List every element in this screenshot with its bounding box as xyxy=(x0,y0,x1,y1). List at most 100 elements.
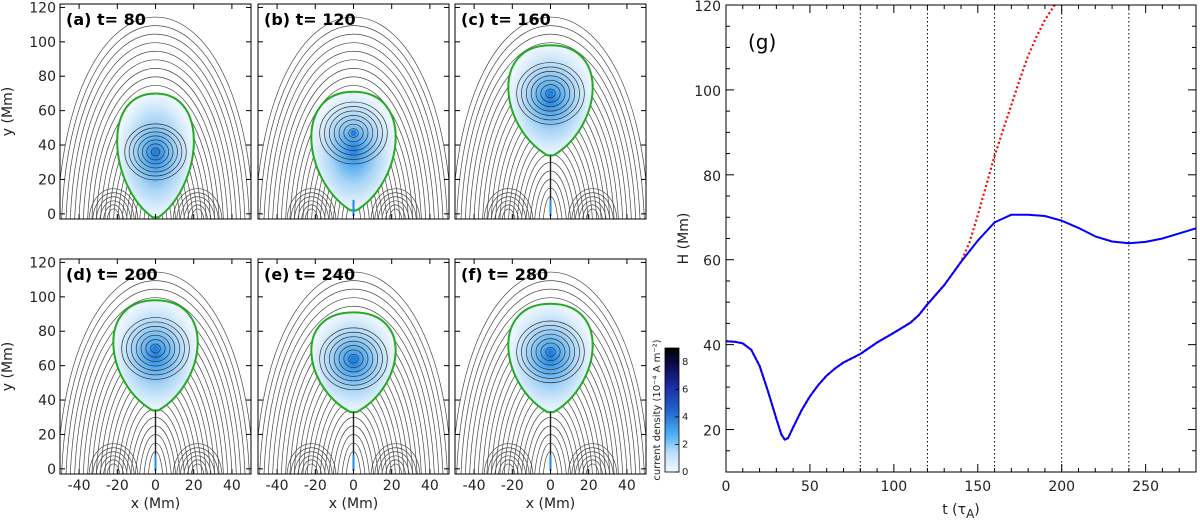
x-tick-label: 20 xyxy=(580,478,598,494)
field-line xyxy=(276,59,431,219)
x-axis-title: x (Mm) xyxy=(329,496,378,512)
side-loop xyxy=(370,443,421,474)
y-tick-label: 0 xyxy=(47,207,56,223)
flux-surface xyxy=(324,332,383,386)
flux-surface xyxy=(348,128,359,138)
x-tick-label: 200 xyxy=(1048,479,1075,495)
flux-surface xyxy=(328,110,379,156)
flux-surface xyxy=(521,325,580,379)
flux-rope-axis xyxy=(547,348,554,356)
field-line xyxy=(82,68,229,219)
x-tick-label: -40 xyxy=(68,478,91,494)
flux-surface xyxy=(324,106,383,160)
side-loop xyxy=(96,196,131,219)
x-tick-label: -20 xyxy=(501,478,524,494)
field-line xyxy=(65,288,246,474)
side-loop xyxy=(92,192,135,219)
side-loop xyxy=(180,196,215,219)
side-loop xyxy=(483,188,534,219)
side-loop xyxy=(106,208,121,219)
side-loop xyxy=(183,455,212,474)
colorbar-tick-label: 2 xyxy=(682,439,688,450)
contour-panel: (c) t= 160 xyxy=(454,3,647,220)
side-loop xyxy=(103,459,124,474)
flux-surface xyxy=(535,338,566,366)
side-loop xyxy=(286,188,337,219)
panel-label: (c) t= 160 xyxy=(461,10,551,29)
side-loop xyxy=(106,463,121,474)
field-line xyxy=(272,51,435,219)
side-loop xyxy=(304,463,319,474)
field-line xyxy=(460,288,641,474)
y-tick-label: 60 xyxy=(38,104,56,120)
side-loop xyxy=(176,447,219,474)
flux-surface xyxy=(516,62,585,125)
side-loop xyxy=(180,451,215,474)
field-line xyxy=(460,33,641,219)
side-loop xyxy=(370,188,421,219)
flux-surface xyxy=(525,70,576,116)
field-line xyxy=(455,271,646,441)
colorbar-gradient xyxy=(664,347,680,473)
flux-surface xyxy=(333,114,374,152)
x-tick-label: 250 xyxy=(1132,479,1159,495)
side-loop xyxy=(294,451,329,474)
y-tick-label: 20 xyxy=(38,427,56,443)
side-loop xyxy=(374,447,417,474)
colorbar-tick-label: 0 xyxy=(682,467,688,478)
flux-surface xyxy=(521,66,580,121)
field-line xyxy=(268,42,439,219)
side-loop xyxy=(494,200,523,219)
colorbar-tick-label: 6 xyxy=(682,384,688,395)
side-loop xyxy=(301,459,322,474)
field-line xyxy=(465,42,636,219)
side-loop xyxy=(187,204,208,219)
field-line xyxy=(87,76,224,219)
flux-rope-fill xyxy=(311,91,396,211)
field-line xyxy=(74,51,237,219)
field-line xyxy=(289,85,418,219)
side-loop xyxy=(286,443,337,474)
flux-surface xyxy=(530,75,571,112)
y-axis-title: y (Mm) xyxy=(0,87,16,136)
y-tick-label: 100 xyxy=(29,35,56,51)
field-line xyxy=(258,271,449,441)
flux-surface xyxy=(128,127,183,177)
flux-rope-axis xyxy=(152,345,159,352)
field-line xyxy=(465,297,636,474)
x-tick-label: -40 xyxy=(266,478,289,494)
flux-surface xyxy=(137,135,174,169)
side-loop xyxy=(190,208,205,219)
side-loop xyxy=(491,451,526,474)
side-loop xyxy=(103,204,124,219)
side-loop xyxy=(385,204,406,219)
contour-panel: 0 20 40 60 80 100 120 y (Mm) (a) t= 80 xyxy=(0,0,252,223)
side-loop xyxy=(483,443,534,474)
side-loop xyxy=(575,451,610,474)
panel-label: (b) t= 120 xyxy=(264,10,356,29)
contour-panel: (b) t= 120 xyxy=(257,3,450,220)
y-tick-label: 0 xyxy=(47,462,56,478)
flux-rope-fill xyxy=(508,45,593,156)
side-loop xyxy=(187,459,208,474)
side-loop xyxy=(378,196,413,219)
x-tick-label: 50 xyxy=(801,479,819,495)
x-axis-title: t (τA) xyxy=(942,502,980,521)
flux-surface xyxy=(145,339,166,358)
side-loop xyxy=(578,200,607,219)
flux-surface xyxy=(135,330,176,367)
side-loop xyxy=(88,443,139,474)
field-line xyxy=(70,297,241,474)
contour-panel: -40 -20 0 20 40 0 20 40 60 80 100 120 x (Mm) y (Mm) (d… xyxy=(0,255,252,512)
side-loop xyxy=(290,192,333,219)
field-line xyxy=(280,68,427,219)
field-line xyxy=(272,306,435,474)
panel-label: (d) t= 200 xyxy=(66,265,158,284)
side-loop xyxy=(374,192,417,219)
side-loop xyxy=(92,447,135,474)
side-loop xyxy=(388,208,403,219)
flux-surface xyxy=(150,343,161,354)
colorbar-tick-label: 8 xyxy=(682,357,688,368)
contour-panel: -40 -20 0 20 40 x (Mm) (f) t= 280 xyxy=(454,258,647,512)
